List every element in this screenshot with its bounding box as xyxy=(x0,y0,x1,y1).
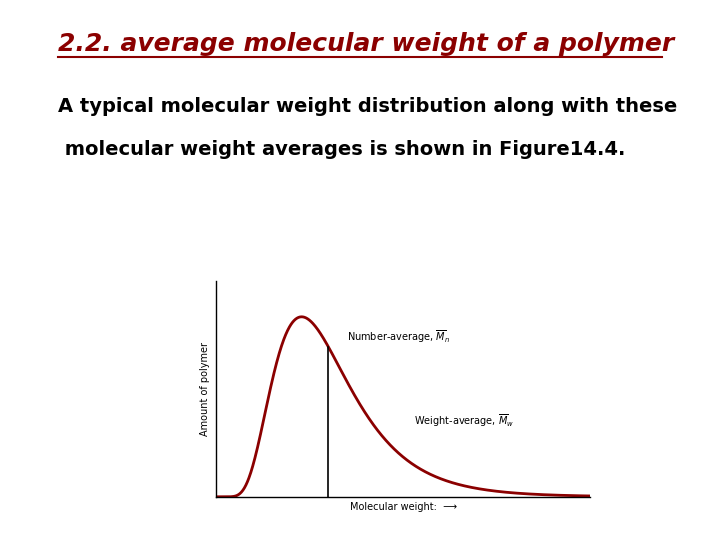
Text: A typical molecular weight distribution along with these: A typical molecular weight distribution … xyxy=(58,97,677,116)
X-axis label: Molecular weight:  ⟶: Molecular weight: ⟶ xyxy=(350,502,456,512)
Text: molecular weight averages is shown in Figure14.4.: molecular weight averages is shown in Fi… xyxy=(58,140,625,159)
Text: Number-average, $\overline{M}_n$: Number-average, $\overline{M}_n$ xyxy=(347,329,450,346)
Text: Weight-average, $\overline{M}_w$: Weight-average, $\overline{M}_w$ xyxy=(415,412,515,429)
Y-axis label: Amount of polymer: Amount of polymer xyxy=(200,342,210,436)
Text: 2.2. average molecular weight of a polymer: 2.2. average molecular weight of a polym… xyxy=(58,32,674,56)
